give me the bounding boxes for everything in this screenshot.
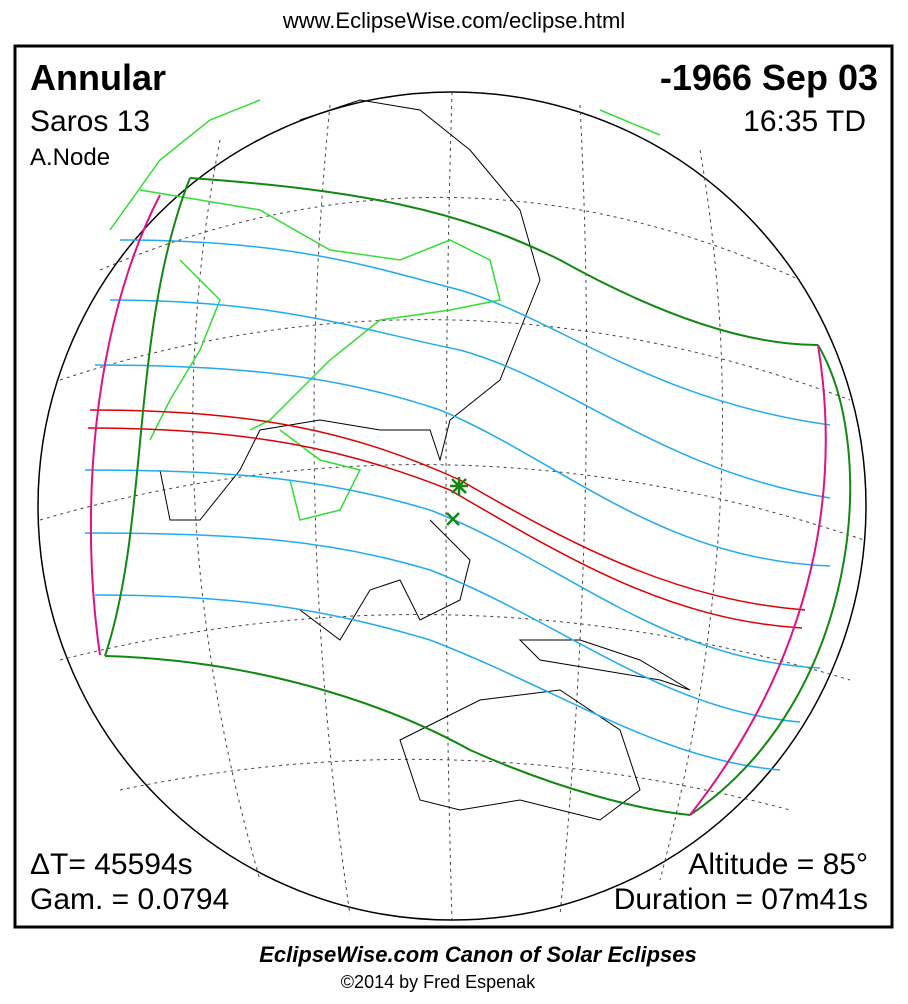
saros: Saros 13 [30, 105, 150, 138]
delta-t: ΔT= 45594s [30, 848, 193, 881]
url: www.EclipseWise.com/eclipse.html [282, 8, 625, 33]
gamma: Gam. = 0.0794 [30, 883, 229, 916]
date: -1966 Sep 03 [660, 57, 878, 98]
globe [37, 91, 867, 921]
node: A.Node [30, 144, 110, 171]
eclipse-type: Annular [30, 57, 166, 98]
footer-title: EclipseWise.com Canon of Solar Eclipses [259, 942, 697, 967]
frame [13, 44, 894, 929]
copyright: ©2014 by Fred Espenak [341, 972, 536, 992]
altitude: Altitude = 85° [688, 848, 868, 881]
duration: Duration = 07m41s [614, 883, 868, 916]
time: 16:35 TD [743, 105, 866, 138]
